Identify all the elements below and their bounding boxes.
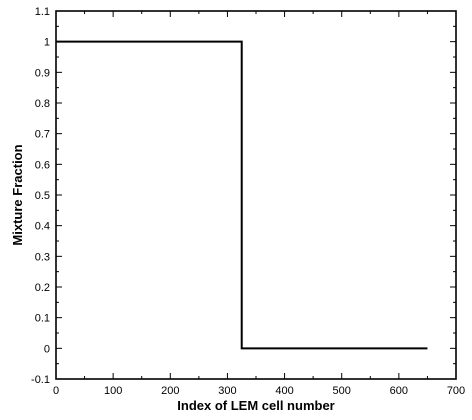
y-tick-label: 0.6 <box>35 159 50 171</box>
y-tick-label: -0.1 <box>31 374 50 386</box>
y-tick-label: 0.8 <box>35 98 50 110</box>
plot-frame <box>55 10 457 380</box>
x-tick-label: 100 <box>104 385 122 397</box>
y-axis-title: Mixture Fraction <box>10 144 25 245</box>
ticks-layer <box>55 10 457 380</box>
y-tick-label: 1 <box>44 37 50 49</box>
x-tick-label: 300 <box>218 385 236 397</box>
x-axis-title: Index of LEM cell number <box>177 398 334 413</box>
y-tick-label: 0.7 <box>35 129 50 141</box>
x-tick-label: 700 <box>447 385 465 397</box>
y-tick-label: 0.3 <box>35 251 50 263</box>
series-layer <box>56 40 428 350</box>
x-tick-label: 200 <box>161 385 179 397</box>
x-tick-label: 500 <box>333 385 351 397</box>
labels-layer: 0 100 200 300 400 500 600 700-0.100.10.20.30.40… <box>31 6 465 397</box>
y-tick-label: 0.2 <box>35 282 50 294</box>
y-tick-label: 0.5 <box>35 190 50 202</box>
y-tick-label: 0.1 <box>35 313 50 325</box>
y-tick-label: 0.4 <box>35 221 50 233</box>
x-tick-label: 600 <box>390 385 408 397</box>
x-tick-label: 400 <box>275 385 293 397</box>
series-line <box>56 40 428 350</box>
y-tick-label: 1.1 <box>35 6 50 18</box>
y-tick-label: 0.9 <box>35 67 50 79</box>
x-tick-label: 0 <box>53 385 59 397</box>
y-tick-label: 0 <box>44 343 50 355</box>
